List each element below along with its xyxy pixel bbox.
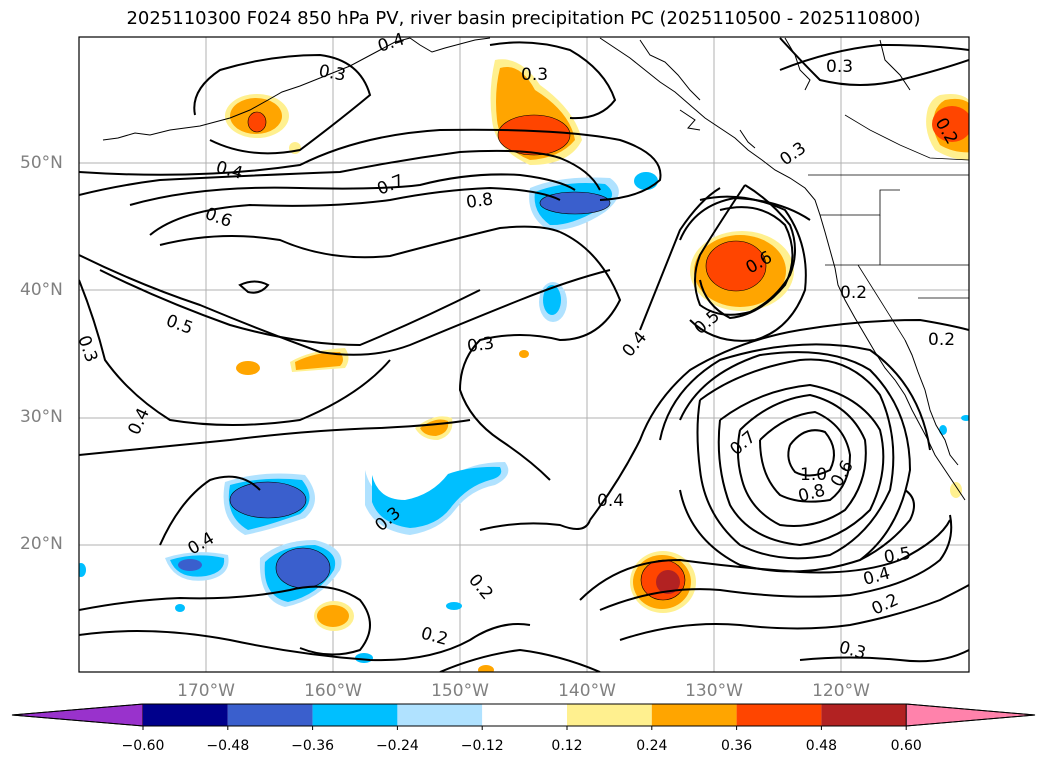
colorbar-segment — [821, 704, 907, 726]
lon-label-150w: 150°W — [431, 681, 489, 701]
colorbar-segment — [736, 704, 822, 726]
contour-label: 0.3 — [317, 61, 347, 85]
colorbar-tick-label: −0.24 — [375, 738, 419, 754]
pv-contours — [79, 37, 969, 672]
colorbar-segment — [312, 704, 398, 726]
colorbar-extend-high — [905, 703, 1036, 727]
colorbar — [11, 703, 1036, 730]
colorbar-segment — [227, 704, 313, 726]
lat-label-50n: 50°N — [20, 153, 63, 173]
colorbar-tick-label: 0.24 — [636, 738, 668, 754]
colorbar-segment — [482, 704, 567, 726]
contour-label: 0.2 — [840, 283, 867, 303]
lat-label-40n: 40°N — [20, 280, 63, 300]
contour-label: 0.3 — [826, 57, 853, 77]
contour-label: 1.0 — [800, 465, 827, 485]
colorbar-tick-label: 0.48 — [805, 738, 837, 754]
colorbar-tick-label: −0.48 — [206, 738, 250, 754]
shading-outlines — [229, 111, 767, 601]
colorbar-tick-label: −0.12 — [460, 738, 504, 754]
colorbar-segment — [651, 704, 737, 726]
map-title: 2025110300 F024 850 hPa PV, river basin … — [126, 8, 921, 29]
negative-precip-shading — [79, 172, 969, 663]
contour-label: 0.8 — [465, 189, 495, 213]
lon-label-160w: 160°W — [304, 681, 362, 701]
lon-label-170w: 170°W — [177, 681, 235, 701]
lon-label-120w: 120°W — [812, 681, 870, 701]
lat-label-30n: 30°N — [20, 407, 63, 427]
contour-label: 0.3 — [521, 65, 548, 85]
borders — [808, 114, 969, 341]
contour-label: 0.4 — [597, 491, 624, 511]
contour-label: 0.2 — [928, 330, 955, 350]
coastlines — [102, 37, 966, 501]
colorbar-segment — [567, 704, 652, 726]
colorbar-tick-label: −0.36 — [291, 738, 335, 754]
lon-label-140w: 140°W — [558, 681, 616, 701]
colorbar-tick-label: 0.60 — [890, 738, 922, 754]
colorbar-tick-label: 0.12 — [551, 738, 583, 754]
positive-precip-shading — [225, 59, 969, 672]
colorbar-segment — [143, 704, 228, 726]
lon-label-130w: 130°W — [685, 681, 743, 701]
lat-label-20n: 20°N — [20, 534, 63, 554]
colorbar-segment — [397, 704, 483, 726]
colorbar-tick-label: 0.36 — [721, 738, 753, 754]
colorbar-tick-label: −0.60 — [121, 738, 165, 754]
contour-label: 0.3 — [466, 333, 496, 357]
map-frame — [78, 36, 970, 673]
colorbar-extend-low — [11, 703, 144, 727]
contour-label: 0.5 — [882, 544, 912, 568]
